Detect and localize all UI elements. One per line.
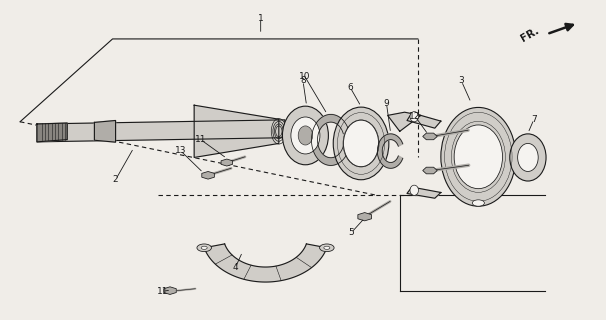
- Ellipse shape: [298, 126, 313, 145]
- Text: 1: 1: [258, 14, 264, 23]
- Ellipse shape: [441, 108, 516, 206]
- Ellipse shape: [282, 106, 328, 165]
- Text: 3: 3: [459, 76, 464, 85]
- Ellipse shape: [410, 112, 419, 122]
- Text: 13: 13: [175, 146, 186, 155]
- Text: 2: 2: [113, 175, 118, 184]
- Text: 11: 11: [157, 287, 168, 296]
- Ellipse shape: [510, 134, 546, 181]
- Text: 5: 5: [348, 228, 355, 237]
- Text: 8: 8: [300, 76, 306, 85]
- Text: 9: 9: [384, 99, 389, 108]
- Polygon shape: [194, 105, 279, 157]
- Ellipse shape: [197, 244, 211, 252]
- Polygon shape: [37, 120, 285, 142]
- Ellipse shape: [344, 120, 379, 167]
- Ellipse shape: [319, 244, 334, 252]
- Polygon shape: [407, 187, 441, 198]
- Polygon shape: [388, 112, 421, 131]
- Ellipse shape: [454, 125, 502, 189]
- Text: 7: 7: [531, 115, 537, 124]
- Polygon shape: [37, 123, 67, 142]
- Text: 6: 6: [347, 83, 353, 92]
- Ellipse shape: [410, 185, 419, 196]
- Polygon shape: [378, 134, 403, 168]
- Text: FR.: FR.: [519, 25, 541, 43]
- Ellipse shape: [333, 107, 389, 180]
- Polygon shape: [204, 244, 327, 282]
- Text: 11: 11: [195, 135, 206, 144]
- Text: 4: 4: [233, 263, 238, 272]
- Text: 10: 10: [299, 72, 310, 81]
- Ellipse shape: [472, 200, 484, 206]
- Ellipse shape: [291, 117, 320, 154]
- Polygon shape: [311, 115, 349, 165]
- Text: 12: 12: [409, 112, 421, 121]
- Ellipse shape: [518, 143, 538, 172]
- Ellipse shape: [324, 246, 330, 249]
- Polygon shape: [95, 121, 116, 142]
- Polygon shape: [407, 113, 441, 128]
- Ellipse shape: [201, 246, 207, 249]
